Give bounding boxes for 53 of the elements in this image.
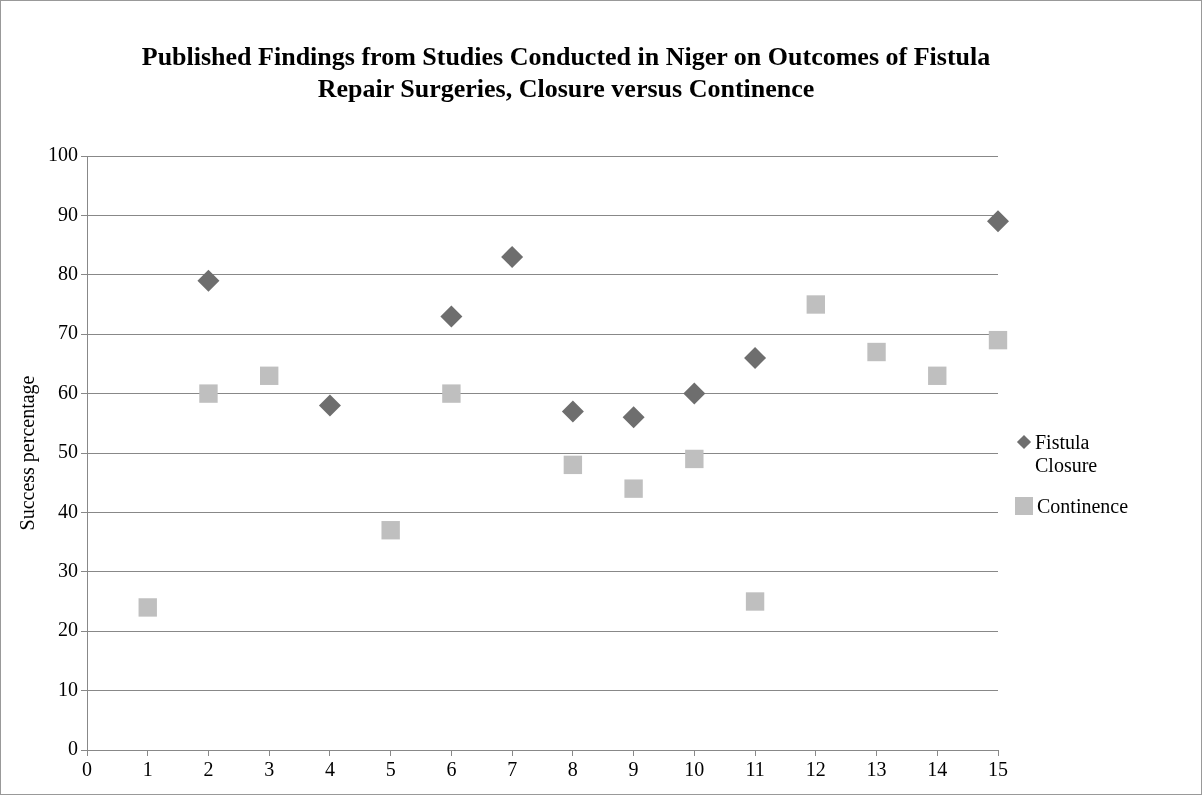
y-tick-label: 60 (58, 380, 78, 403)
point (622, 406, 645, 429)
y-tick-label: 70 (58, 321, 78, 344)
x-tick-label: 2 (203, 758, 214, 781)
y-tick-label: 0 (68, 737, 78, 760)
x-tick-label: 1 (142, 758, 153, 781)
y-tick-label: 40 (58, 499, 78, 522)
x-tick-label: 8 (567, 758, 578, 781)
point (199, 384, 218, 403)
y-tick-label: 30 (58, 559, 78, 582)
x-tick-label: 5 (385, 758, 396, 781)
point (138, 598, 157, 617)
x-tick-label: 12 (805, 758, 826, 781)
point (988, 330, 1008, 350)
x-tick-label: 6 (446, 758, 457, 781)
x-tick-label: 7 (507, 758, 518, 781)
point (260, 366, 279, 385)
point (928, 366, 947, 385)
point (683, 382, 706, 405)
chart-title: Published Findings from Studies Conducted in Niger on Outcomes of Fistula Repair Surgeries, Closure versus Continence (140, 41, 992, 105)
y-tick-label: 50 (58, 440, 78, 463)
legend-label: Continence (1037, 495, 1129, 518)
legend-label: Fistula Closure (1035, 431, 1099, 477)
y-tick-label: 100 (48, 143, 78, 166)
y-tick-label: 20 (58, 618, 78, 641)
x-tick-label: 15 (988, 758, 1008, 781)
point (745, 592, 765, 611)
point (867, 342, 886, 362)
x-tick-label: 11 (745, 758, 765, 781)
point (442, 384, 461, 403)
x-tick-label: 0 (82, 758, 92, 781)
x-tick-label: 4 (324, 758, 335, 781)
x-tick-label: 13 (866, 758, 887, 781)
point (624, 479, 643, 498)
y-tick-label: 90 (58, 202, 78, 225)
x-tick-label: 3 (264, 758, 275, 781)
y-axis-title: Success percentage (16, 375, 40, 531)
y-tick-label: 80 (58, 262, 78, 285)
point (381, 521, 400, 540)
point (501, 245, 524, 268)
point (561, 400, 584, 423)
point (744, 346, 767, 369)
point (197, 269, 220, 292)
point (563, 455, 583, 475)
point (440, 305, 463, 328)
point (806, 295, 825, 314)
point (318, 394, 341, 417)
x-tick-label: 10 (684, 758, 705, 781)
x-tick-label: 14 (927, 758, 948, 781)
y-tick-label: 10 (58, 677, 78, 700)
point (685, 449, 704, 469)
x-tick-label: 9 (628, 758, 639, 781)
point (987, 210, 1009, 233)
